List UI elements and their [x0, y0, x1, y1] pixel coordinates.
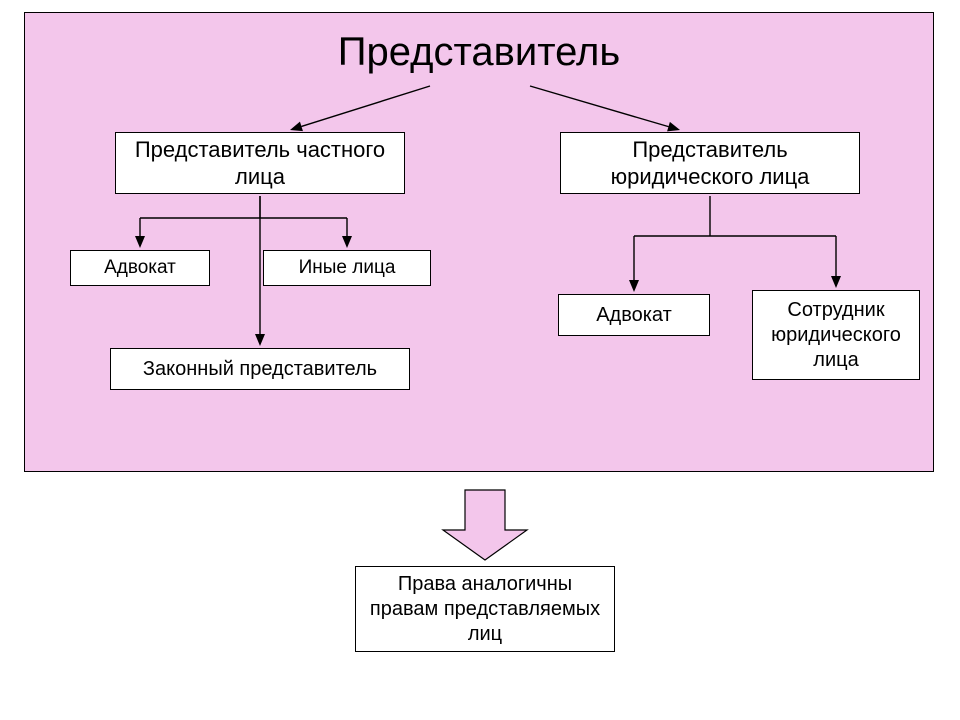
node-rights-analogous: Права аналогичны правам представляемых л… [355, 566, 615, 652]
diagram-title: Представитель [24, 30, 934, 75]
main-panel [24, 12, 934, 472]
node-legal-entity-employee: Сотрудник юридического лица [752, 290, 920, 380]
diagram-stage: Представитель Представитель частного лиц… [0, 0, 960, 720]
block-arrow-down-icon [443, 490, 527, 560]
node-other-persons: Иные лица [263, 250, 431, 286]
node-private-representative: Представитель частного лица [115, 132, 405, 194]
node-legal-entity-representative: Представитель юридического лица [560, 132, 860, 194]
node-advocate-left: Адвокат [70, 250, 210, 286]
node-advocate-right: Адвокат [558, 294, 710, 336]
node-statutory-representative: Законный представитель [110, 348, 410, 390]
